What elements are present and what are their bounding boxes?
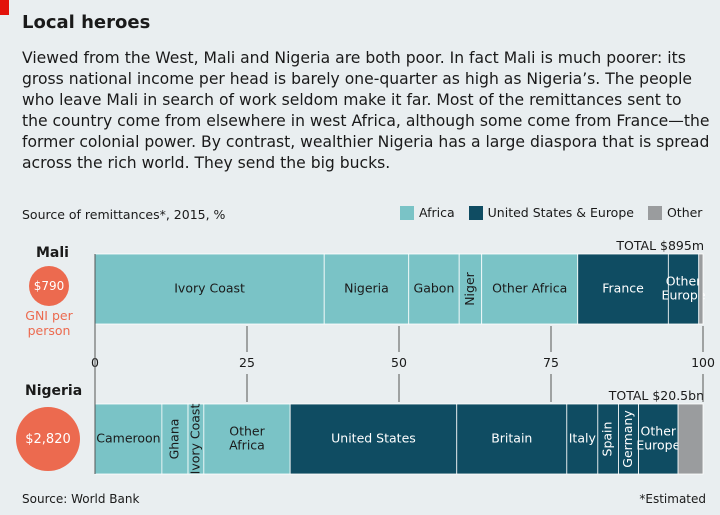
country-label-mali: Mali xyxy=(36,245,69,261)
brand-tag xyxy=(0,0,9,15)
source-note: Source: World Bank xyxy=(22,492,140,506)
chart-subtitle: Source of remittances*, 2015, % xyxy=(22,207,226,222)
segment-label: Niger xyxy=(462,271,477,305)
legend-swatch xyxy=(468,205,483,220)
gni-circle-mali: $790 xyxy=(29,266,69,306)
segment-label: Ivory Coast xyxy=(174,281,245,296)
legend-label: United States & Europe xyxy=(487,205,634,220)
segment-label: Cameroon xyxy=(96,431,160,446)
footnote: *Estimated xyxy=(639,492,706,506)
gni-caption: GNI per person xyxy=(14,308,84,338)
bar-segment xyxy=(667,253,700,325)
segment-label: Nigeria xyxy=(344,281,389,296)
bar-segment xyxy=(698,253,704,325)
bar-segment xyxy=(161,403,189,475)
segment-label: Ghana xyxy=(166,419,181,460)
legend-label: Other xyxy=(666,205,703,220)
bar-segment xyxy=(289,403,458,475)
segment-label: Germany xyxy=(620,410,635,468)
bar-segment xyxy=(408,253,460,325)
segment-label: United States xyxy=(331,431,416,446)
total-nigeria: TOTAL $20.5bn xyxy=(608,388,704,403)
intro-text: Viewed from the West, Mali and Nigeria a… xyxy=(22,49,710,172)
gni-circle-nigeria: $2,820 xyxy=(16,407,80,471)
bar-segment xyxy=(456,403,568,475)
segment-label: Other Africa xyxy=(492,281,567,296)
legend-label: Africa xyxy=(419,205,455,220)
legend: Africa United States & Europe Other xyxy=(400,205,716,220)
legend-item-us-europe: United States & Europe xyxy=(468,205,634,220)
segment-label: Other xyxy=(666,274,702,289)
legend-item-other: Other xyxy=(647,205,703,220)
segment-label: Italy xyxy=(569,431,597,446)
bar-segment xyxy=(323,253,410,325)
bar-segment xyxy=(203,403,291,475)
tick-label: 100 xyxy=(691,355,715,370)
legend-swatch xyxy=(400,205,414,220)
segment-label: Europe xyxy=(636,438,680,453)
tick-label: 75 xyxy=(543,355,559,370)
segment-label: Other xyxy=(641,424,677,439)
bar-segment xyxy=(677,403,704,475)
legend-swatch xyxy=(647,205,662,220)
bar-segment xyxy=(638,403,679,475)
total-mali: TOTAL $895m xyxy=(616,238,704,253)
bar-segment xyxy=(94,253,325,325)
gni-caption-line: GNI per xyxy=(25,308,73,323)
country-label-nigeria: Nigeria xyxy=(25,383,83,399)
tick-label: 25 xyxy=(239,355,255,370)
segment-label: Other xyxy=(229,424,265,439)
gni-caption-line: person xyxy=(27,323,71,338)
tick-label: 50 xyxy=(391,355,407,370)
segment-label: Europe xyxy=(662,288,706,303)
segment-label: Gabon xyxy=(414,281,455,296)
segment-label: Africa xyxy=(229,438,265,453)
segment-label: Spain xyxy=(600,422,615,457)
segment-label: Britain xyxy=(491,431,532,446)
bar-segment xyxy=(577,253,669,325)
bar-segment xyxy=(566,403,599,475)
segment-label: France xyxy=(602,281,644,296)
chart-title: Local heroes xyxy=(22,12,151,33)
bar-segment xyxy=(481,253,579,325)
legend-item-africa: Africa xyxy=(400,205,455,220)
segment-label: Ivory Coast xyxy=(187,404,202,475)
